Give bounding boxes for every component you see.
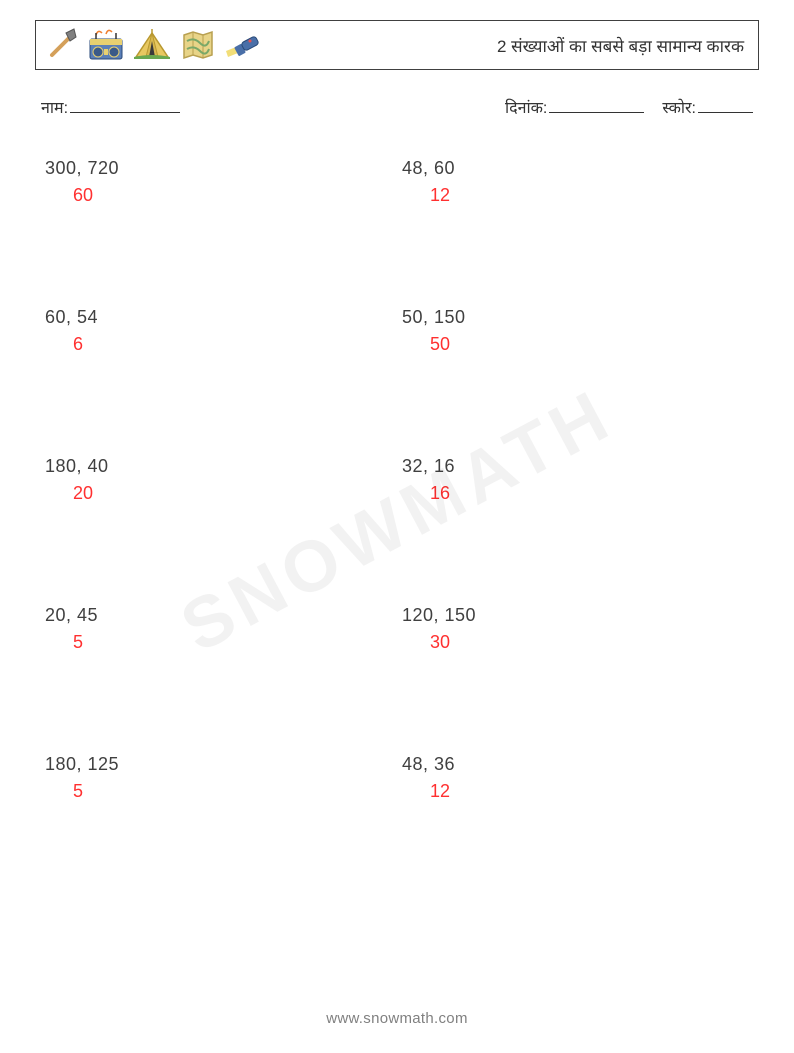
problem-question: 48, 60 (402, 158, 759, 179)
problem-cell: 180, 125 5 (45, 754, 402, 802)
problem-answer: 30 (402, 632, 759, 653)
problem-answer: 5 (45, 632, 402, 653)
problem-row: 180, 40 2032, 16 16 (45, 456, 759, 504)
problem-cell: 48, 36 12 (402, 754, 759, 802)
header-icons (44, 27, 264, 63)
score-label: स्कोर: (662, 100, 696, 117)
name-field: नाम: (41, 96, 180, 118)
problem-question: 48, 36 (402, 754, 759, 775)
problem-question: 20, 45 (45, 605, 402, 626)
score-blank[interactable] (698, 96, 753, 113)
problem-row: 180, 125 548, 36 12 (45, 754, 759, 802)
map-icon (178, 27, 218, 63)
problem-row: 300, 720 6048, 60 12 (45, 158, 759, 206)
meta-row: नाम: दिनांक: स्कोर: (35, 96, 759, 118)
date-blank[interactable] (549, 96, 644, 113)
problem-answer: 50 (402, 334, 759, 355)
problem-cell: 120, 150 30 (402, 605, 759, 653)
problem-answer: 12 (402, 185, 759, 206)
flashlight-icon (224, 27, 264, 63)
name-label: नाम: (41, 100, 68, 117)
problem-row: 60, 54 650, 150 50 (45, 307, 759, 355)
date-field: दिनांक: (505, 96, 644, 118)
problem-cell: 32, 16 16 (402, 456, 759, 504)
problem-question: 50, 150 (402, 307, 759, 328)
problem-answer: 5 (45, 781, 402, 802)
problem-answer: 16 (402, 483, 759, 504)
problem-cell: 180, 40 20 (45, 456, 402, 504)
problem-answer: 60 (45, 185, 402, 206)
score-field: स्कोर: (662, 96, 753, 118)
name-blank[interactable] (70, 96, 180, 113)
problem-cell: 50, 150 50 (402, 307, 759, 355)
problem-question: 120, 150 (402, 605, 759, 626)
problem-cell: 300, 720 60 (45, 158, 402, 206)
worksheet-title: 2 संख्याओं का सबसे बड़ा सामान्य कारक (497, 34, 744, 57)
boombox-icon (86, 27, 126, 63)
problem-question: 180, 40 (45, 456, 402, 477)
problem-row: 20, 45 5120, 150 30 (45, 605, 759, 653)
axe-icon (44, 27, 80, 63)
problem-answer: 20 (45, 483, 402, 504)
footer-url: www.snowmath.com (0, 1010, 794, 1027)
problems-grid: 300, 720 6048, 60 12 60, 54 650, 150 50 180, 4… (35, 158, 759, 802)
problem-cell: 60, 54 6 (45, 307, 402, 355)
problem-cell: 48, 60 12 (402, 158, 759, 206)
problem-question: 60, 54 (45, 307, 402, 328)
problem-answer: 12 (402, 781, 759, 802)
date-label: दिनांक: (505, 100, 547, 117)
header-box: 2 संख्याओं का सबसे बड़ा सामान्य कारक (35, 20, 759, 70)
problem-answer: 6 (45, 334, 402, 355)
problem-question: 300, 720 (45, 158, 402, 179)
problem-question: 180, 125 (45, 754, 402, 775)
problem-cell: 20, 45 5 (45, 605, 402, 653)
tent-icon (132, 27, 172, 63)
problem-question: 32, 16 (402, 456, 759, 477)
